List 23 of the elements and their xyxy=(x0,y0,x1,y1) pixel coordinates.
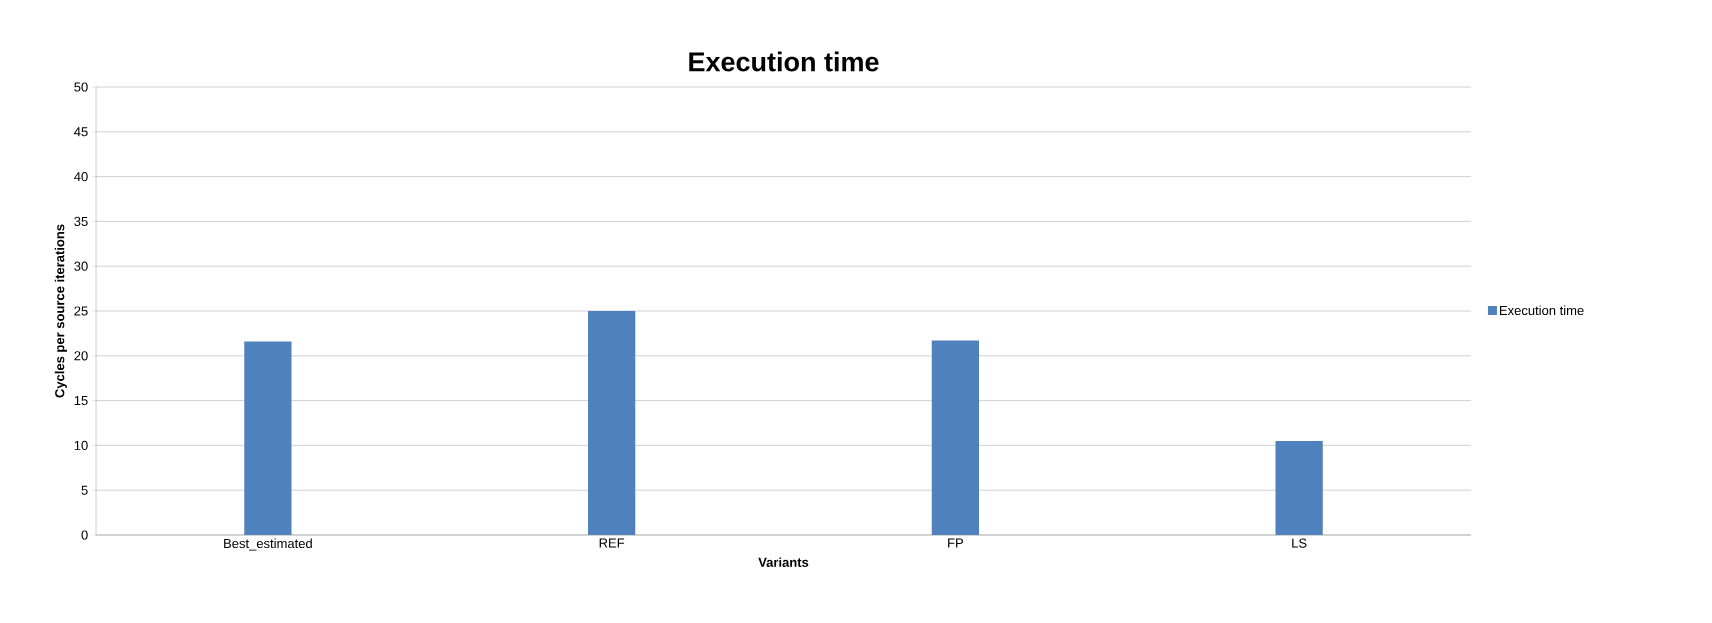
x-tick-label: FP xyxy=(948,538,963,548)
y-tick-label: 45 xyxy=(74,127,88,137)
y-tick-label: 30 xyxy=(74,261,88,271)
bar xyxy=(588,310,636,535)
y-tick-label: 35 xyxy=(74,216,88,226)
y-tick-label: 25 xyxy=(74,306,88,316)
y-tick-label: 20 xyxy=(74,351,88,361)
x-tick-label: REF xyxy=(599,538,625,548)
x-tick-label: LS xyxy=(1292,538,1307,548)
bar xyxy=(931,340,980,535)
y-tick-label: 5 xyxy=(81,485,88,495)
legend-label: Execution time xyxy=(1500,305,1584,316)
y-tick-label: 0 xyxy=(81,530,88,540)
y-tick-label: 10 xyxy=(74,440,88,450)
bar xyxy=(244,341,292,535)
chart-title: Execution time xyxy=(689,51,879,72)
y-axis-title: Cycles per source iterations xyxy=(54,224,67,398)
bar xyxy=(1275,440,1323,535)
y-tick-label: 15 xyxy=(74,396,88,406)
x-axis-title: Variants xyxy=(758,557,809,567)
y-tick-label: 50 xyxy=(74,82,88,92)
y-tick-label: 40 xyxy=(74,171,88,182)
x-tick-label: Best_estimated xyxy=(224,538,312,551)
